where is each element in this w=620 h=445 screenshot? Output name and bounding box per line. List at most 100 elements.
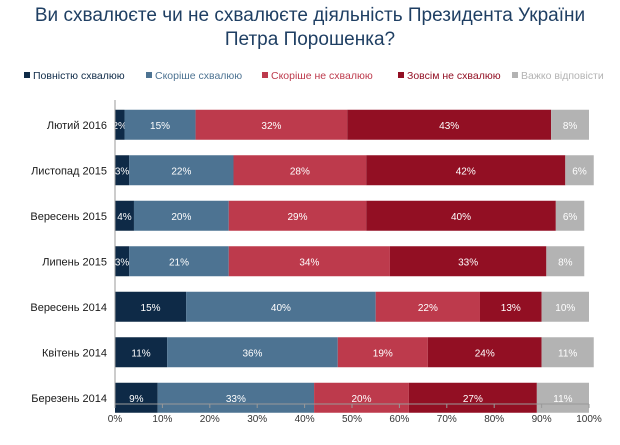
- bar-segment: [115, 109, 125, 140]
- chart-title: Ви схвалюєте чи не схвалюєте діяльність …: [0, 4, 620, 52]
- category-label: Квітень 2014: [42, 347, 107, 359]
- bar-segment: [565, 155, 594, 186]
- data-label: 40%: [451, 212, 471, 223]
- bar-segment: [337, 337, 428, 368]
- data-label: 8%: [563, 121, 578, 132]
- bar-segment: [233, 155, 367, 186]
- data-label: 3%: [115, 166, 130, 177]
- bar-segment: [195, 109, 348, 140]
- bar-segment: [347, 109, 552, 140]
- x-tick-label: 80%: [484, 414, 504, 425]
- data-label: 22%: [418, 303, 438, 314]
- bar-segment: [133, 200, 229, 231]
- data-label: 19%: [373, 348, 393, 359]
- data-label: 4%: [117, 212, 132, 223]
- bar-segment: [546, 246, 585, 277]
- x-tick-label: 0%: [108, 414, 123, 425]
- category-label: Вересень 2015: [30, 211, 107, 223]
- data-label: 24%: [475, 348, 495, 359]
- category-label: Вересень 2014: [30, 302, 107, 314]
- data-label: 9%: [129, 394, 144, 405]
- data-label: 20%: [351, 394, 371, 405]
- data-label: 34%: [299, 257, 319, 268]
- bar-segment: [228, 246, 390, 277]
- bar-segment: [129, 246, 229, 277]
- chart-title-line-1: Ви схвалюєте чи не схвалюєте діяльність …: [34, 5, 586, 26]
- bar-segment: [551, 109, 589, 140]
- bar-segment: [314, 382, 409, 413]
- bar-segment: [536, 382, 589, 413]
- bar-segment: [124, 109, 196, 140]
- bar-segment: [479, 291, 542, 322]
- bar-segment: [115, 246, 130, 277]
- data-label: 3%: [115, 257, 130, 268]
- legend-label: Скоріше не схвалюю: [271, 70, 373, 82]
- legend-swatch: [262, 72, 268, 78]
- x-tick-label: 70%: [437, 414, 457, 425]
- legend-swatch: [146, 72, 152, 78]
- data-label: 22%: [171, 166, 191, 177]
- category-label: Листопад 2015: [31, 165, 107, 177]
- category-label: Лютий 2016: [47, 120, 107, 132]
- bar-segment: [115, 337, 168, 368]
- bar-segment: [541, 337, 594, 368]
- x-tick-label: 50%: [342, 414, 362, 425]
- data-label: 27%: [463, 394, 483, 405]
- data-label: 33%: [458, 257, 478, 268]
- bar-segment: [541, 291, 589, 322]
- bar-segment: [186, 291, 376, 322]
- x-tick-label: 30%: [247, 414, 267, 425]
- legend-label: Повністю схвалюю: [33, 70, 125, 82]
- data-label: 32%: [261, 121, 281, 132]
- data-label: 6%: [563, 212, 578, 223]
- data-label: 33%: [226, 394, 246, 405]
- bar-segment: [555, 200, 585, 231]
- chart-title-line-2: Петра Порошенка?: [224, 29, 396, 50]
- data-label: 42%: [456, 166, 476, 177]
- bar-segment: [408, 382, 537, 413]
- bar-segment: [366, 155, 566, 186]
- data-label: 40%: [271, 303, 291, 314]
- data-label: 13%: [501, 303, 521, 314]
- bar-segment: [167, 337, 338, 368]
- x-tick-label: 60%: [389, 414, 409, 425]
- bar-segment: [129, 155, 234, 186]
- bar-segment: [389, 246, 547, 277]
- bar-segment: [115, 382, 158, 413]
- data-label: 2%: [113, 121, 128, 132]
- legend-swatch: [398, 72, 404, 78]
- bar-segment: [115, 155, 130, 186]
- legend-swatch: [24, 72, 30, 78]
- x-tick-label: 40%: [295, 414, 315, 425]
- legend-swatch: [512, 72, 518, 78]
- data-label: 43%: [439, 121, 459, 132]
- category-label: Березень 2014: [31, 393, 107, 405]
- x-tick-label: 20%: [200, 414, 220, 425]
- data-label: 11%: [558, 348, 577, 359]
- bar-segment: [427, 337, 542, 368]
- bar-segment: [375, 291, 480, 322]
- bar-segment: [115, 291, 187, 322]
- legend-label: Скоріше схвалюю: [155, 70, 242, 82]
- data-label: 20%: [171, 212, 191, 223]
- bar-segment: [115, 200, 134, 231]
- data-label: 29%: [287, 212, 307, 223]
- x-tick-label: 90%: [532, 414, 552, 425]
- x-tick-label: 100%: [576, 414, 602, 425]
- x-tick-label: 10%: [152, 414, 172, 425]
- data-label: 10%: [555, 303, 575, 314]
- data-label: 11%: [553, 394, 572, 405]
- data-label: 11%: [131, 348, 150, 359]
- data-label: 21%: [169, 257, 189, 268]
- data-label: 15%: [150, 121, 170, 132]
- data-label: 6%: [572, 166, 587, 177]
- data-label: 36%: [242, 348, 262, 359]
- data-label: 28%: [290, 166, 310, 177]
- bar-segment: [228, 200, 367, 231]
- data-label: 15%: [141, 303, 161, 314]
- legend-label: Зовсім не схвалюю: [407, 70, 501, 82]
- data-label: 8%: [558, 257, 573, 268]
- legend-label: Важко відповісти: [521, 70, 604, 82]
